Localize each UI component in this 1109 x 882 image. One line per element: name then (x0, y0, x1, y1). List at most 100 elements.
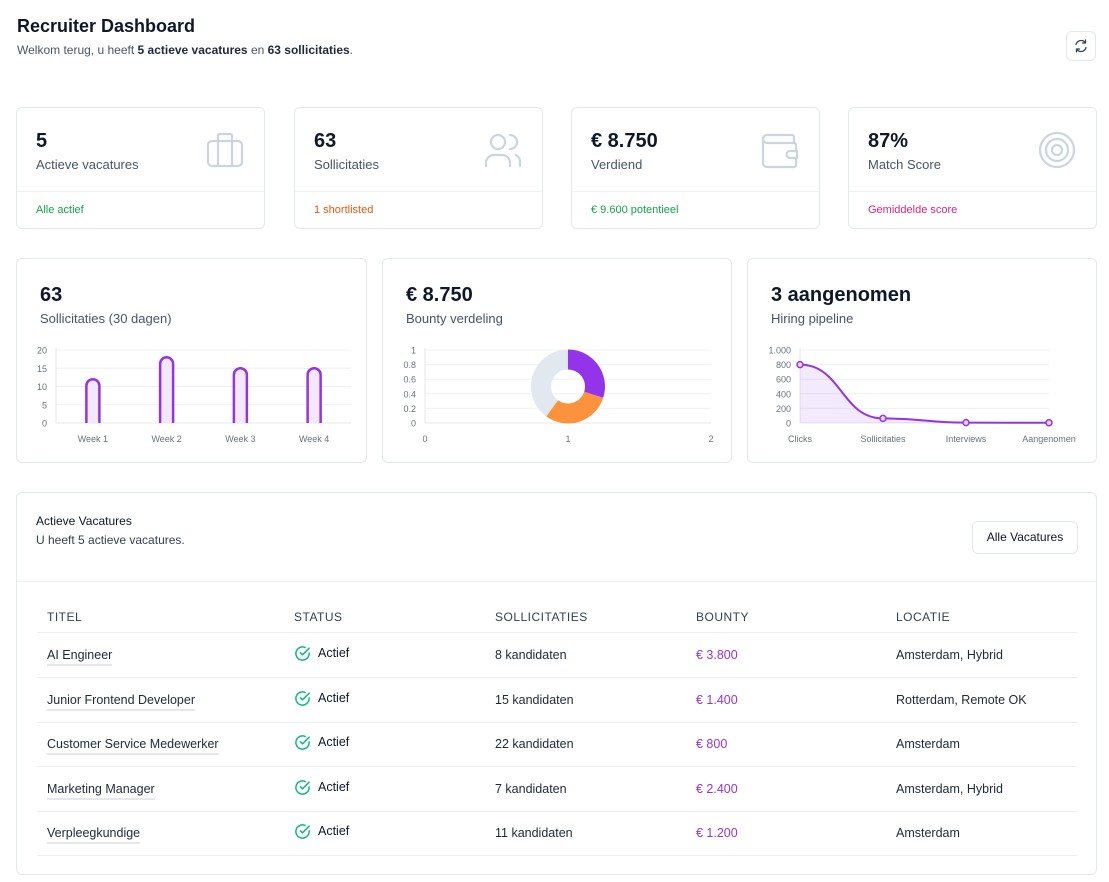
stat-label: Verdiend (591, 157, 643, 172)
y-tick-label: 1.000 (768, 346, 791, 356)
card-caption: Sollicitaties (30 dagen) (40, 311, 172, 326)
y-tick-label: 0 (786, 419, 791, 429)
job-title-link[interactable]: Verpleegkundige (47, 826, 141, 845)
stat-icon (761, 133, 799, 169)
status-text: Actief (318, 646, 350, 660)
point (1045, 419, 1053, 427)
chart: 0 5 10 15 20 Week 1 Week 2 Week 3 Week 4 (37, 346, 351, 444)
x-tick-label: 0 (422, 434, 427, 444)
point (879, 414, 887, 423)
stat-card: € 8.750 Verdiend € 9.600 potentieel (571, 107, 820, 229)
status-icon (295, 646, 310, 661)
stat-card: 63 Sollicitaties 1 shortlisted (294, 107, 543, 229)
all-vacancies-button[interactable]: Alle Vacatures (972, 521, 1078, 554)
bounty: € 3.800 (696, 648, 738, 662)
status-text: Actief (318, 824, 350, 839)
column-header: BOUNTY (696, 610, 750, 624)
stat-footer: 1 shortlisted (314, 204, 374, 216)
bar (232, 367, 249, 423)
refresh-button[interactable] (1066, 31, 1096, 61)
table-cell: 11 kandidaten (495, 826, 573, 841)
page-title: Recruiter Dashboard (17, 16, 196, 36)
x-tick-label: 2 (708, 434, 713, 444)
x-tick-label: Week 3 (225, 434, 255, 444)
card-caption: Bounty verdeling (406, 311, 503, 326)
card-caption: Hiring pipeline (771, 311, 854, 326)
x-tick-label: Clicks (788, 434, 812, 444)
row-line (37, 766, 1077, 768)
table-cell: 7 kandidaten (495, 781, 567, 796)
status-icon (295, 824, 310, 840)
stat-icon (1038, 131, 1076, 169)
row-line (37, 677, 1077, 678)
chart: 0 200 400 600 800 1.000 Clicks Sollicitaties Int… (768, 346, 1076, 445)
y-tick-label: 0.4 (403, 389, 416, 399)
bar (85, 377, 101, 423)
page-subtitle: Welkom terug, u heeft 5 actieve vacature… (17, 43, 353, 57)
table-cell: 15 kandidaten (495, 692, 574, 707)
bounty: € 1.400 (696, 692, 738, 707)
stat-card: 87% Match Score Gemiddelde score (848, 107, 1097, 229)
stat-footer: € 9.600 potentieel (591, 204, 679, 216)
stat-icon (484, 133, 522, 168)
status-text: Actief (318, 779, 350, 794)
y-tick-label: 200 (776, 404, 791, 414)
stat-card: 5 Actieve vacatures Alle actief (16, 107, 265, 229)
subtitle-emphasis: 63 sollicitaties (267, 43, 350, 57)
card-headline: € 8.750 (406, 284, 473, 306)
y-tick-label: 0.2 (403, 404, 416, 414)
x-tick-label: Aangenomen (1022, 434, 1076, 444)
subtitle-text: Welkom terug, u heeft (17, 43, 138, 57)
job-title-link[interactable]: Customer Service Medewerker (47, 737, 219, 756)
stat-footer: Alle actief (36, 204, 84, 216)
chart-card: 63 Sollicitaties (30 dagen) 0 5 10 15 20 Week 1… (16, 258, 367, 463)
y-tick-label: 10 (37, 382, 47, 392)
stat-label: Actieve vacatures (36, 157, 139, 172)
line (799, 363, 1050, 424)
x-tick-label: Sollicitaties (860, 434, 906, 444)
y-tick-label: 0.6 (403, 375, 416, 385)
point (962, 418, 970, 427)
chart: 0 0.2 0.4 0.6 0.8 1 0 1 2 (403, 346, 713, 445)
y-tick-label: 1 (411, 346, 416, 356)
table-subtitle: U heeft 5 actieve vacatures. (36, 533, 185, 547)
status-icon (295, 690, 310, 706)
card-headline: 3 aangenomen (771, 284, 912, 306)
row-line (37, 632, 1077, 633)
area (800, 364, 1049, 423)
stat-value: 63 (314, 130, 337, 152)
y-tick-label: 400 (776, 389, 791, 399)
status-icon (295, 779, 310, 795)
table-card: Actieve Vacatures U heeft 5 actieve vacat… (16, 492, 1097, 875)
y-tick-label: 20 (37, 346, 47, 356)
x-tick-label: Interviews (946, 434, 987, 444)
chart-card: € 8.750 Bounty verdeling 0 0.2 0.4 0.6 0.8 1 0 1 2 (382, 258, 732, 463)
x-tick-label: Week 2 (151, 434, 181, 444)
chart-card: 3 aangenomen Hiring pipeline 0 200 400 600 800… (747, 258, 1097, 463)
x-tick-label: 1 (565, 434, 570, 444)
bounty: € 800 (696, 737, 728, 752)
stat-label: Match Score (868, 157, 941, 172)
subtitle-text: en (247, 43, 268, 57)
y-tick-label: 0 (411, 419, 416, 429)
job-title-link[interactable]: AI Engineer (47, 648, 113, 666)
column-header: LOCATIE (896, 610, 950, 624)
table-cell: 8 kandidaten (495, 648, 567, 662)
table-title: Actieve Vacatures (36, 514, 132, 528)
divider (17, 581, 1096, 582)
y-tick-label: 0 (42, 419, 47, 429)
table-cell: Amsterdam, Hybrid (896, 781, 1003, 796)
divider (572, 191, 819, 192)
job-title-link[interactable]: Junior Frontend Developer (47, 693, 195, 711)
y-tick-label: 800 (776, 360, 791, 370)
job-title-link[interactable]: Marketing Manager (47, 782, 155, 800)
status-icon (295, 735, 310, 751)
stat-footer: Gemiddelde score (868, 204, 958, 216)
row-line (37, 721, 1077, 723)
table-cell: Amsterdam (896, 737, 960, 752)
divider (17, 191, 264, 192)
stat-value: 5 (36, 130, 48, 152)
bar (306, 367, 322, 423)
table-cell: Rotterdam, Remote OK (896, 692, 1027, 707)
table-cell: Amsterdam (896, 826, 960, 841)
